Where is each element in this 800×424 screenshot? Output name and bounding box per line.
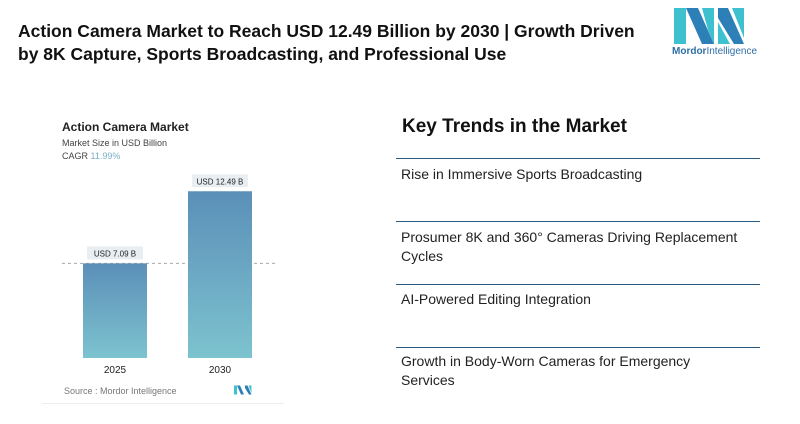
data-label-bg: [192, 174, 248, 188]
page-title: Action Camera Market to Reach USD 12.49 …: [18, 21, 635, 64]
chart-card: USD 7.09 B 2025 USD 12.49 B 2030 Action Cam…: [42, 112, 284, 404]
bar-2030: [188, 191, 252, 358]
divider: [396, 221, 760, 222]
cagr-label: CAGR 11.99%: [62, 151, 120, 161]
trend-item: Growth in Body-Worn Cameras for Emergenc…: [401, 353, 691, 388]
divider: [396, 284, 760, 285]
logo-mark-icon: [674, 8, 744, 44]
chart-source: Source : Mordor Intelligence: [64, 386, 177, 396]
chart-subtitle: Market Size in USD Billion: [62, 138, 168, 148]
x-tick-label: 2025: [104, 365, 127, 376]
data-label: USD 7.09 B: [94, 249, 136, 258]
logo-brand: Mordor: [672, 46, 707, 57]
cagr-text: CAGR: [62, 151, 89, 161]
divider: [396, 347, 760, 348]
bar-chart: USD 7.09 B 2025 USD 12.49 B 2030: [62, 174, 278, 376]
trend-item: AI-Powered Editing Integration: [401, 291, 591, 307]
trend-item: Prosumer 8K and 360° Cameras Driving Rep…: [401, 229, 738, 264]
source-logo-icon: [234, 385, 252, 395]
mordor-intelligence-logo: MordorIntelligence: [672, 8, 757, 57]
bar-2025: [83, 263, 147, 358]
divider: [396, 158, 760, 159]
trend-item: Rise in Immersive Sports Broadcasting: [401, 166, 643, 182]
trends-title: Key Trends in the Market: [402, 116, 627, 137]
cagr-value: 11.99%: [90, 151, 121, 161]
chart-title: Action Camera Market: [62, 120, 189, 134]
x-tick-label: 2030: [209, 365, 232, 376]
logo-suffix: Intelligence: [706, 46, 758, 57]
data-label: USD 12.49 B: [197, 177, 244, 186]
data-label-bg: [87, 246, 143, 260]
